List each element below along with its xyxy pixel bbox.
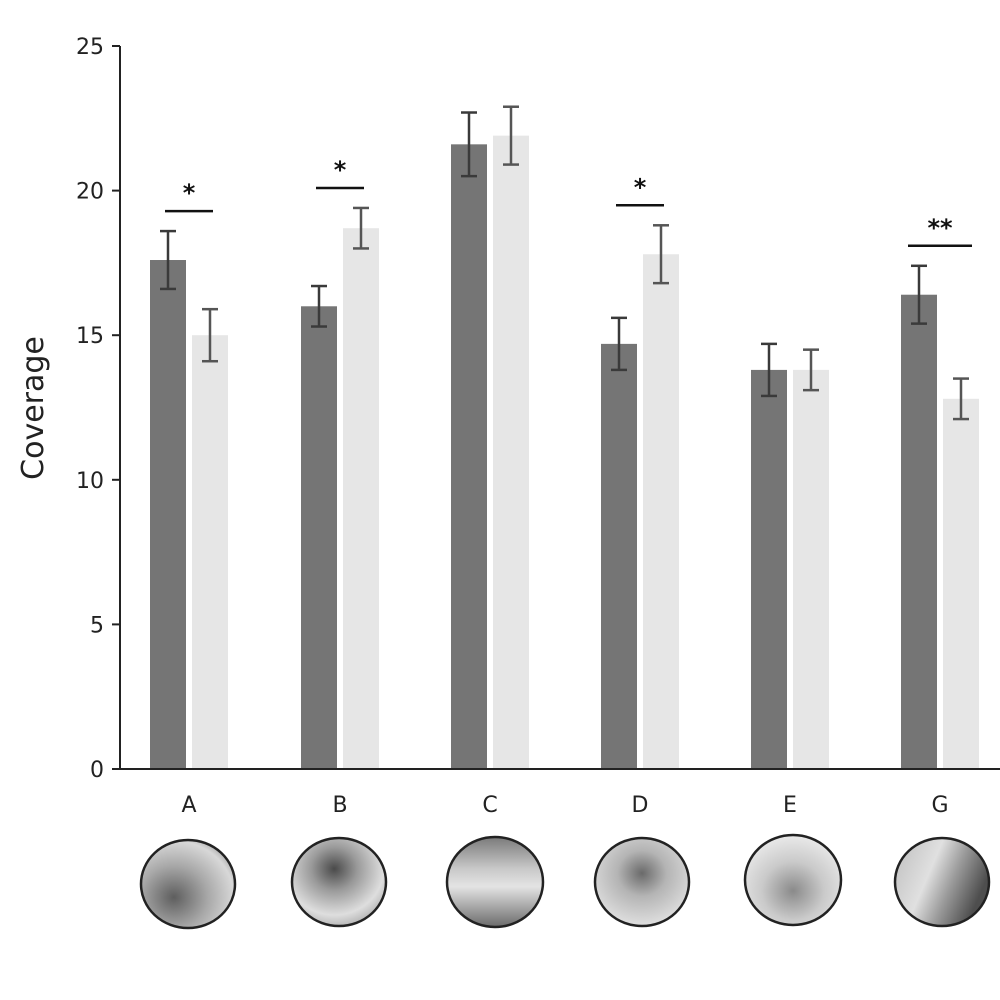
bar-C-series-1 — [451, 144, 487, 769]
error-bar-marks — [160, 105, 969, 421]
significance-label: * — [183, 179, 196, 207]
error-bar-A-series-1 — [160, 229, 176, 291]
y-tick-label: 20 — [76, 180, 104, 205]
heatmap-disc-icon — [139, 838, 237, 930]
significance-label: * — [634, 173, 647, 201]
error-bar-E-series-2 — [803, 348, 819, 392]
x-category-label: A — [181, 793, 196, 818]
bar-G-series-2 — [943, 398, 979, 769]
error-bar-D-series-1 — [611, 316, 627, 372]
error-bar-G-series-2 — [953, 377, 969, 421]
bar-marks — [150, 135, 979, 770]
bar-C-series-2 — [493, 135, 529, 770]
significance-markers: ***** — [165, 156, 972, 248]
x-category-label: D — [632, 793, 649, 818]
error-bar-C-series-2 — [503, 105, 519, 166]
error-bar-E-series-1 — [761, 342, 777, 398]
bar-A-series-2 — [192, 335, 228, 769]
thumbnail-row — [139, 833, 991, 930]
y-axis-ticks: 0 5 10 15 20 25 — [76, 35, 120, 783]
heatmap-disc-icon — [445, 835, 545, 929]
heatmap-disc-icon — [743, 833, 843, 927]
heatmap-disc-icon — [593, 836, 691, 928]
y-tick-label: 15 — [76, 324, 104, 349]
bar-A-series-1 — [150, 260, 186, 769]
x-category-label: E — [783, 793, 797, 818]
heatmap-disc-icon — [893, 836, 991, 928]
error-bar-G-series-1 — [911, 264, 927, 325]
y-axis-label: Coverage — [16, 336, 51, 480]
error-bar-C-series-1 — [461, 111, 477, 178]
error-bar-B-series-1 — [311, 284, 327, 328]
y-tick-label: 5 — [90, 613, 104, 638]
error-bar-B-series-2 — [353, 206, 369, 250]
y-tick-label: 10 — [76, 469, 104, 494]
heatmap-disc-icon — [290, 836, 388, 928]
error-bar-A-series-2 — [202, 307, 218, 363]
bar-D-series-1 — [601, 343, 637, 769]
bar-B-series-2 — [343, 228, 379, 770]
significance-label: * — [334, 156, 347, 184]
x-category-label: C — [482, 793, 497, 818]
error-bar-D-series-2 — [653, 224, 669, 285]
bar-G-series-1 — [901, 294, 937, 769]
y-tick-label: 25 — [76, 35, 104, 60]
bar-D-series-2 — [643, 254, 679, 769]
significance-label: ** — [927, 214, 953, 242]
bar-E-series-2 — [793, 369, 829, 769]
bar-B-series-1 — [301, 306, 337, 769]
y-tick-label: 0 — [90, 758, 104, 783]
x-category-label: G — [931, 793, 948, 818]
x-category-label: B — [332, 793, 347, 818]
bar-E-series-1 — [751, 369, 787, 769]
